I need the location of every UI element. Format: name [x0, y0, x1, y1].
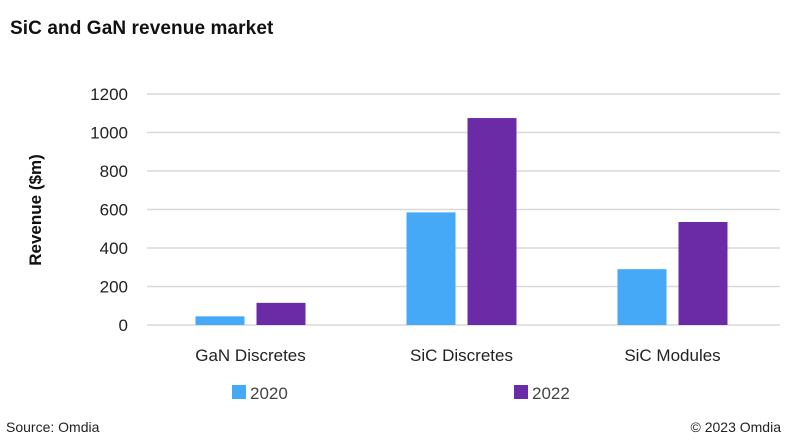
y-tick-label: 1000	[90, 124, 128, 143]
y-tick-label: 1200	[90, 85, 128, 104]
x-category-label: SiC Modules	[624, 346, 720, 365]
legend-label-2022: 2022	[532, 384, 570, 403]
y-tick-label: 600	[100, 201, 128, 220]
copyright-note: © 2023 Omdia	[690, 419, 781, 435]
y-tick-label: 200	[100, 278, 128, 297]
y-tick-label: 400	[100, 239, 128, 258]
category-labels: GaN Discretes SiC Discretes SiC Modules	[195, 346, 720, 365]
legend-swatch-2020	[232, 385, 246, 399]
x-category-label: SiC Discretes	[410, 346, 513, 365]
bar-2022-gan-discretes	[256, 302, 306, 325]
bar-2020-sic-discretes	[406, 212, 456, 325]
legend-label-2020: 2020	[250, 384, 288, 403]
y-axis-ticks: 0 200 400 600 800 1000 1200	[90, 85, 128, 335]
x-category-label: GaN Discretes	[195, 346, 306, 365]
bar-2022-sic-discretes	[467, 118, 517, 325]
bar-2022-sic-modules	[678, 222, 728, 325]
chart-title: SiC and GaN revenue market	[10, 18, 274, 39]
legend-swatch-2022	[514, 385, 528, 399]
y-tick-label: 800	[100, 162, 128, 181]
bar-2020-sic-modules	[617, 269, 667, 325]
source-note: Source: Omdia	[6, 419, 100, 435]
gridlines	[147, 93, 780, 326]
y-tick-label: 0	[119, 316, 128, 335]
bar-2020-gan-discretes	[195, 316, 245, 325]
bars	[195, 118, 728, 325]
legend: 2020 2022	[232, 384, 570, 403]
